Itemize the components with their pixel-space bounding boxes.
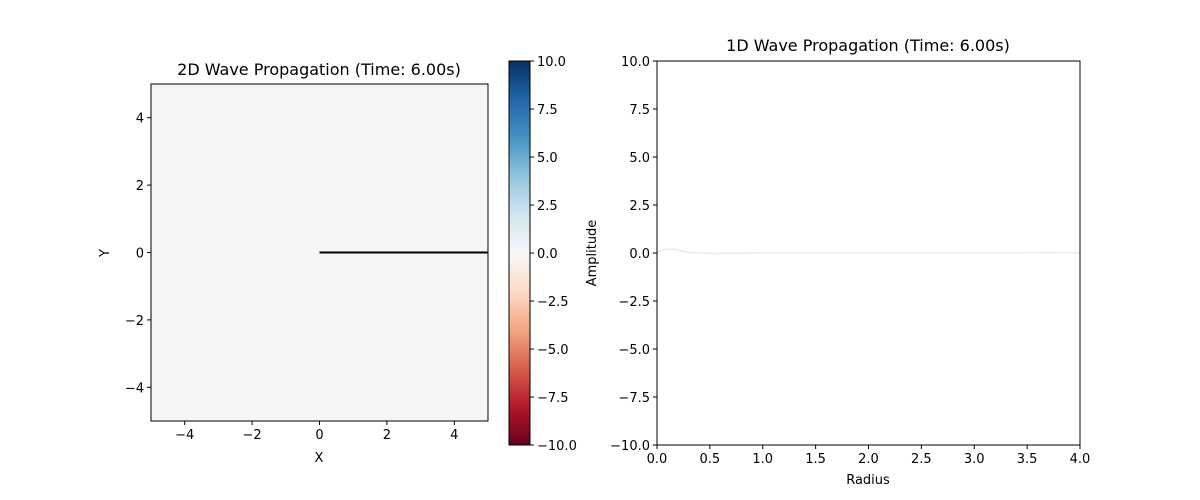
colorbar-gradient xyxy=(508,60,531,446)
line-y-tick-label: 5.0 xyxy=(629,151,650,166)
colorbar-tick-label: 5.0 xyxy=(537,151,558,166)
heatmap-x-tick-label: 0 xyxy=(315,428,323,443)
heatmap-x-tick-label: 2 xyxy=(383,428,391,443)
heatmap-title: 2D Wave Propagation (Time: 6.00s) xyxy=(177,60,461,79)
wave-line xyxy=(656,248,1081,255)
colorbar-tick-label: −10.0 xyxy=(537,439,577,454)
line-x-tick-label: 3.0 xyxy=(964,452,985,467)
line-y-tick-label: 10.0 xyxy=(621,55,650,70)
line-y-tick-label: −5.0 xyxy=(618,343,650,358)
heatmap-x-tick-label: −4 xyxy=(175,428,194,443)
heatmap-y-ticks: −4 −2 0 2 4 xyxy=(125,112,151,396)
line-x-label: Radius xyxy=(846,473,890,488)
line-x-tick-label: 1.0 xyxy=(752,452,773,467)
heatmap-x-tick-label: −2 xyxy=(243,428,262,443)
colorbar-tick-label: −2.5 xyxy=(537,295,569,310)
heatmap-panel: 2D Wave Propagation (Time: 6.00s) −4 −2 0 2… xyxy=(98,60,489,466)
line-y-ticks: −10.0 −7.5 −5.0 −2.5 0.0 2.5 5.0 7.5 10.0 xyxy=(610,55,657,454)
heatmap-x-ticks: −4 −2 0 2 4 xyxy=(175,421,458,443)
heatmap-y-tick-label: 2 xyxy=(136,179,144,194)
line-x-tick-label: 4.0 xyxy=(1070,452,1091,467)
colorbar-tick-label: 7.5 xyxy=(537,103,558,118)
heatmap-y-tick-label: 0 xyxy=(136,247,144,262)
heatmap-x-label: X xyxy=(315,451,324,466)
line-x-tick-label: 2.0 xyxy=(858,452,879,467)
line-y-tick-label: −2.5 xyxy=(618,295,650,310)
line-y-tick-label: 2.5 xyxy=(629,199,650,214)
colorbar-tick-label: 2.5 xyxy=(537,199,558,214)
heatmap-y-label: Y xyxy=(98,249,113,258)
line-x-tick-label: 0.5 xyxy=(700,452,721,467)
heatmap-y-tick-label: −4 xyxy=(125,381,144,396)
colorbar-tick-label: 10.0 xyxy=(537,55,566,70)
line-y-tick-label: 7.5 xyxy=(629,103,650,118)
colorbar: −10.0 −7.5 −5.0 −2.5 0.0 2.5 5.0 7.5 10.0 Amplit… xyxy=(508,55,600,454)
line-x-ticks: 0.0 0.5 1.0 1.5 2.0 2.5 3.0 3.5 4.0 xyxy=(647,445,1091,467)
colorbar-ticks: −10.0 −7.5 −5.0 −2.5 0.0 2.5 5.0 7.5 10.0 xyxy=(530,55,577,454)
line-x-tick-label: 2.5 xyxy=(911,452,932,467)
line-y-tick-label: −10.0 xyxy=(610,439,650,454)
line-y-tick-label: 0.0 xyxy=(629,247,650,262)
heatmap-x-tick-label: 4 xyxy=(450,428,458,443)
colorbar-tick-label: −7.5 xyxy=(537,391,569,406)
colorbar-tick-label: −5.0 xyxy=(537,343,569,358)
line-panel: 1D Wave Propagation (Time: 6.00s) 0.0 0.5… xyxy=(610,36,1090,488)
heatmap-y-tick-label: −2 xyxy=(125,314,144,329)
line-x-tick-label: 1.5 xyxy=(805,452,826,467)
colorbar-label: Amplitude xyxy=(585,220,600,287)
line-x-tick-label: 3.5 xyxy=(1017,452,1038,467)
heatmap-y-tick-label: 4 xyxy=(136,112,144,127)
line-series-group xyxy=(656,248,1081,255)
line-x-tick-label: 0.0 xyxy=(647,452,668,467)
line-title: 1D Wave Propagation (Time: 6.00s) xyxy=(726,36,1010,55)
colorbar-tick-label: 0.0 xyxy=(537,247,558,262)
line-y-tick-label: −7.5 xyxy=(618,391,650,406)
